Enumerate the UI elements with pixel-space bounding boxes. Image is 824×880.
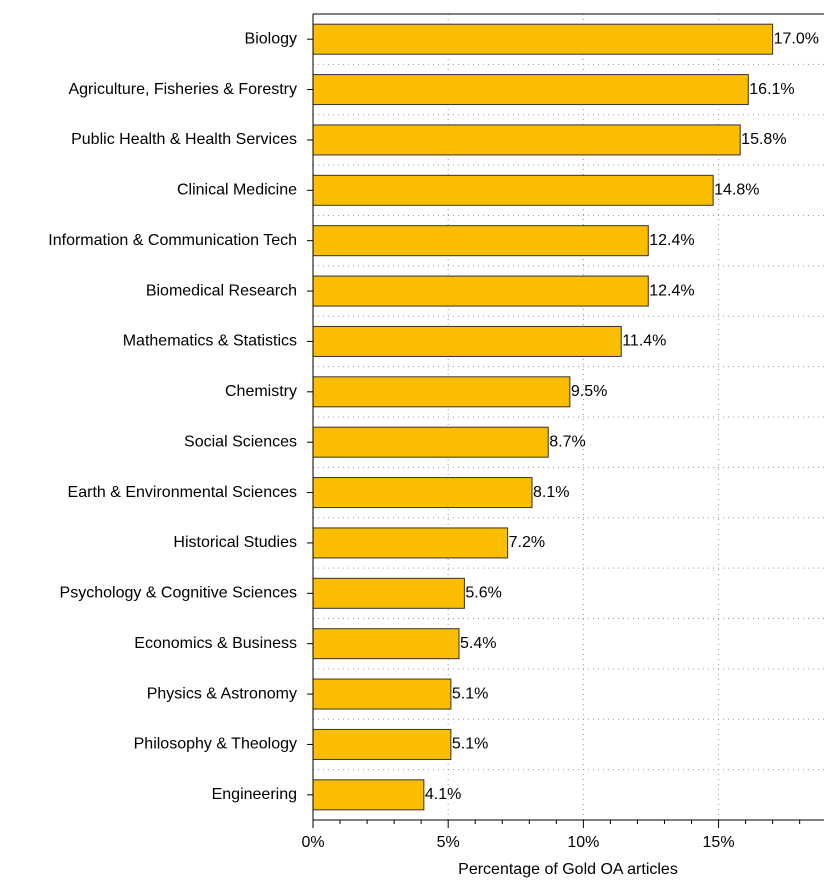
y-tick-label: Social Sciences — [184, 433, 297, 450]
value-label: 7.2% — [509, 534, 545, 551]
y-tick-label: Biomedical Research — [146, 282, 297, 299]
y-tick-label: Biology — [245, 30, 297, 47]
bar — [312, 74, 749, 106]
x-tick-label: 15% — [703, 834, 735, 851]
x-tick-label: 10% — [567, 834, 599, 851]
bar — [312, 225, 649, 257]
bar — [312, 678, 452, 710]
y-tick-label: Mathematics & Statistics — [123, 333, 297, 350]
y-tick-label: Public Health & Health Services — [71, 131, 297, 148]
bar — [312, 275, 649, 307]
value-label: 9.5% — [571, 383, 607, 400]
y-tick-label: Philosophy & Theology — [134, 736, 297, 753]
bar — [312, 23, 774, 55]
x-axis-label: Percentage of Gold OA articles — [458, 861, 678, 878]
y-tick-label: Historical Studies — [173, 534, 297, 551]
y-tick-label: Physics & Astronomy — [147, 685, 297, 702]
value-label: 17.0% — [774, 30, 819, 47]
y-tick-label: Clinical Medicine — [177, 182, 297, 199]
y-tick-label: Agriculture, Fisheries & Forestry — [68, 81, 297, 98]
value-label: 5.1% — [452, 685, 488, 702]
value-label: 5.6% — [465, 585, 501, 602]
bar — [312, 527, 509, 559]
y-tick-label: Economics & Business — [134, 635, 297, 652]
value-label: 5.4% — [460, 635, 496, 652]
bar — [312, 477, 533, 509]
value-label: 11.4% — [622, 333, 666, 350]
bar — [312, 325, 622, 357]
bar — [312, 124, 741, 156]
value-label: 14.8% — [714, 182, 759, 199]
bar — [312, 728, 452, 760]
x-tick-label: 0% — [301, 834, 324, 851]
value-label: 12.4% — [649, 282, 694, 299]
value-label: 8.1% — [533, 484, 569, 501]
bar — [312, 628, 460, 660]
y-tick-label: Information & Communication Tech — [48, 232, 297, 249]
y-tick-label: Earth & Environmental Sciences — [68, 484, 297, 501]
value-label: 16.1% — [749, 81, 794, 98]
y-tick-label: Chemistry — [225, 383, 297, 400]
bar — [312, 577, 465, 609]
value-label: 5.1% — [452, 736, 488, 753]
bar — [312, 779, 425, 811]
value-label: 4.1% — [425, 786, 461, 803]
value-label: 8.7% — [549, 433, 585, 450]
y-tick-label: Psychology & Cognitive Sciences — [60, 585, 297, 602]
y-tick-label: Engineering — [212, 786, 297, 803]
x-tick-label: 5% — [437, 834, 460, 851]
value-label: 12.4% — [649, 232, 694, 249]
bar — [312, 426, 549, 458]
value-label: 15.8% — [741, 131, 786, 148]
bar — [312, 376, 571, 408]
bar — [312, 174, 714, 206]
